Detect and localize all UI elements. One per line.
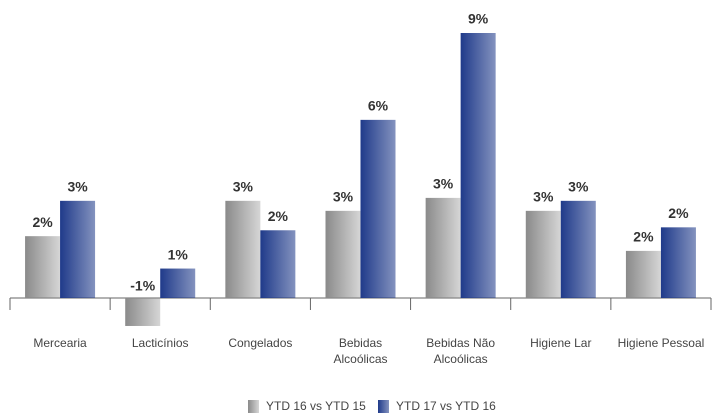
bar bbox=[160, 268, 196, 298]
bar bbox=[225, 200, 261, 298]
data-label: 3% bbox=[333, 189, 354, 205]
x-tick-label: Congelados bbox=[228, 336, 293, 350]
data-label: 1% bbox=[168, 246, 189, 262]
data-label: 3% bbox=[67, 179, 88, 195]
legend-label: YTD 17 vs YTD 16 bbox=[396, 399, 496, 413]
x-tick-label: Higiene Lar bbox=[530, 336, 592, 350]
x-tick-label: Lacticínios bbox=[131, 336, 189, 350]
x-tick-label: Mercearia bbox=[33, 336, 87, 350]
data-label: 2% bbox=[268, 208, 289, 224]
legend-label: YTD 16 vs YTD 15 bbox=[266, 399, 366, 413]
x-tick-label: Bebidas Não Alcoólicas bbox=[426, 336, 495, 366]
bar bbox=[625, 250, 661, 298]
data-label: 2% bbox=[633, 229, 654, 245]
bar bbox=[125, 298, 161, 326]
data-label: 2% bbox=[668, 205, 689, 221]
x-tick-label: Bebidas Alcoólicas bbox=[333, 336, 388, 366]
bar bbox=[660, 227, 696, 298]
data-label: 3% bbox=[433, 176, 454, 192]
bar bbox=[425, 197, 461, 298]
data-label: -1% bbox=[130, 278, 155, 294]
bar bbox=[460, 33, 496, 298]
data-label: 2% bbox=[32, 214, 53, 230]
x-tick-label: Higiene Pessoal bbox=[617, 336, 705, 350]
legend-swatch bbox=[248, 400, 259, 413]
data-label: 3% bbox=[233, 179, 254, 195]
legend-swatch bbox=[378, 400, 389, 413]
data-label: 9% bbox=[468, 11, 489, 27]
bar bbox=[360, 119, 396, 298]
data-label: 3% bbox=[568, 179, 589, 195]
bar bbox=[325, 210, 361, 298]
bar bbox=[60, 200, 96, 298]
data-label: 3% bbox=[533, 189, 554, 205]
bar bbox=[525, 210, 561, 298]
bar bbox=[260, 230, 296, 298]
data-label: 6% bbox=[368, 98, 389, 114]
bar bbox=[560, 200, 596, 298]
bar bbox=[25, 236, 61, 298]
